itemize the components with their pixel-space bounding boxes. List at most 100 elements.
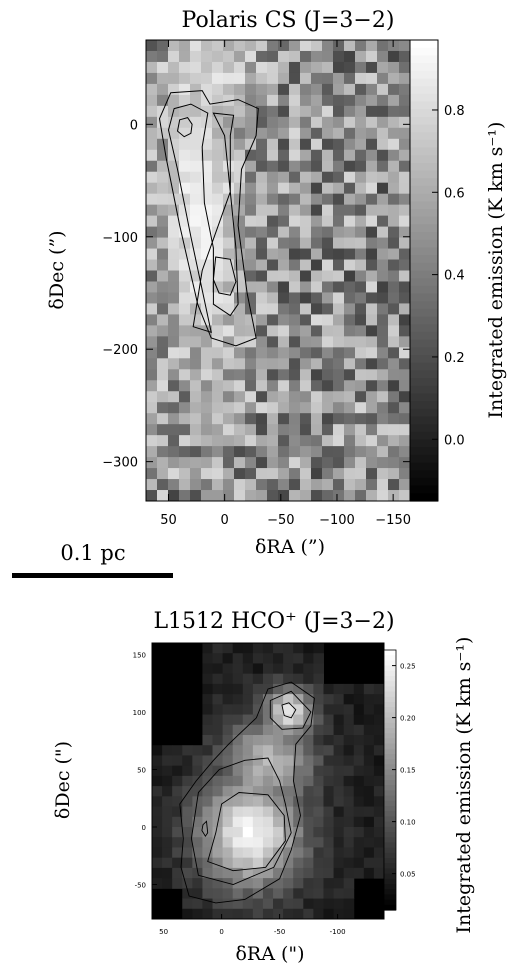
heatmap-cell <box>232 878 244 889</box>
heatmap-cell <box>373 857 385 869</box>
colorbar-step <box>384 702 396 708</box>
x-tick-label: -100 <box>330 928 346 936</box>
heatmap-cell <box>245 325 257 337</box>
colorbar-step <box>410 116 438 126</box>
heatmap-cell <box>278 336 290 348</box>
heatmap-cell <box>273 653 284 664</box>
heatmap-cell <box>242 837 254 848</box>
heatmap-cell <box>252 735 264 746</box>
heatmap-cell <box>333 847 345 859</box>
heatmap-cell <box>313 694 324 705</box>
heatmap-cell <box>162 857 173 869</box>
colorbar-step <box>410 63 438 72</box>
heatmap-cell <box>353 786 365 797</box>
heatmap-cell <box>157 226 169 239</box>
heatmap-cell <box>168 479 180 491</box>
heatmap-cell <box>256 347 268 359</box>
heatmap-cell <box>146 424 158 436</box>
heatmap-cell <box>333 424 345 436</box>
heatmap-cell <box>252 908 264 920</box>
heatmap-cell <box>212 847 224 859</box>
heatmap-cell <box>289 149 301 162</box>
heatmap-cell <box>242 806 254 818</box>
heatmap-cell <box>267 193 279 206</box>
heatmap-cell <box>388 391 400 403</box>
heatmap-cell <box>146 171 158 184</box>
heatmap-cell <box>333 149 345 162</box>
heatmap-cell <box>363 755 375 767</box>
heatmap-cell <box>344 435 356 447</box>
heatmap-cell <box>300 281 312 293</box>
polaris-ylabel: δDec (”) <box>46 230 68 309</box>
colorbar-step <box>384 847 396 854</box>
heatmap-cell <box>201 94 213 107</box>
heatmap-cell <box>373 847 385 859</box>
l1512-colorbar: 0.250.200.150.100.05 <box>384 650 416 911</box>
heatmap-cell <box>399 149 411 162</box>
heatmap-cell <box>289 468 301 480</box>
heatmap-cell <box>399 105 411 118</box>
y-tick-label: 0 <box>142 824 146 832</box>
heatmap-cell <box>343 857 355 869</box>
colorbar-step <box>384 717 396 724</box>
heatmap-cell <box>223 479 235 491</box>
heatmap-cell <box>377 413 389 425</box>
heatmap-cell <box>146 105 158 118</box>
heatmap-cell <box>190 116 202 129</box>
heatmap-cell <box>333 755 345 767</box>
heatmap-cell <box>289 391 301 403</box>
heatmap-cell <box>245 105 257 118</box>
heatmap-cell <box>242 765 254 777</box>
heatmap-cell <box>267 281 279 293</box>
heatmap-cell <box>190 490 202 502</box>
heatmap-cell <box>355 50 367 63</box>
colorbar-step <box>410 477 438 487</box>
heatmap-cell <box>222 816 234 828</box>
heatmap-cell <box>245 413 257 425</box>
heatmap-cell <box>157 259 169 271</box>
heatmap-cell <box>355 490 367 502</box>
heatmap-cell <box>273 643 284 654</box>
heatmap-cell <box>267 237 279 250</box>
heatmap-cell <box>267 138 279 151</box>
heatmap-cell <box>373 735 385 746</box>
heatmap-cell <box>267 270 279 282</box>
heatmap-cell <box>399 160 411 173</box>
colorbar-step <box>410 270 438 279</box>
heatmap-cell <box>399 402 411 414</box>
heatmap-cell <box>202 673 214 685</box>
heatmap-cell <box>223 380 235 392</box>
heatmap-cell <box>242 847 254 859</box>
heatmap-cell <box>256 72 268 85</box>
colorbar-step <box>410 101 438 110</box>
heatmap-cell <box>234 127 246 140</box>
heatmap-cell <box>366 193 378 206</box>
heatmap-cell <box>377 182 389 195</box>
heatmap-cell <box>242 724 254 736</box>
colorbar-step <box>384 759 396 765</box>
heatmap-cell <box>168 94 180 107</box>
heatmap-cell <box>262 765 274 777</box>
heatmap-cell <box>278 292 290 304</box>
heatmap-cell <box>256 358 268 370</box>
heatmap-cell <box>262 806 274 818</box>
heatmap-cell <box>278 149 290 162</box>
heatmap-cell <box>311 83 323 96</box>
heatmap-cell <box>289 413 301 425</box>
heatmap-cell <box>399 358 411 370</box>
heatmap-cell <box>322 490 334 502</box>
heatmap-cell <box>201 292 213 304</box>
heatmap-cell <box>201 182 213 195</box>
heatmap-cell <box>182 908 193 920</box>
heatmap-cell <box>256 292 268 304</box>
heatmap-cell <box>343 704 355 716</box>
heatmap-cell <box>344 391 356 403</box>
heatmap-cell <box>245 127 257 140</box>
contour-outer <box>179 681 315 904</box>
heatmap-cell <box>283 878 294 889</box>
heatmap-cell <box>278 479 290 491</box>
heatmap-cell <box>278 303 290 315</box>
heatmap-cell <box>344 204 356 217</box>
heatmap-cell <box>373 837 385 848</box>
heatmap-cell <box>202 847 214 859</box>
